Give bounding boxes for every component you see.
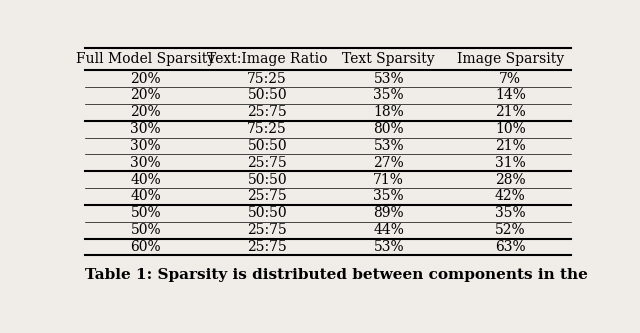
Text: 20%: 20%	[131, 89, 161, 103]
Text: 30%: 30%	[131, 139, 161, 153]
Text: 10%: 10%	[495, 122, 525, 136]
Text: 18%: 18%	[373, 105, 404, 119]
Text: 35%: 35%	[495, 206, 525, 220]
Text: 21%: 21%	[495, 105, 525, 119]
Text: 42%: 42%	[495, 189, 525, 203]
Text: 50:50: 50:50	[248, 206, 287, 220]
Text: 50:50: 50:50	[248, 172, 287, 186]
Text: 35%: 35%	[374, 89, 404, 103]
Text: 7%: 7%	[499, 72, 521, 86]
Text: 25:75: 25:75	[248, 189, 287, 203]
Text: 14%: 14%	[495, 89, 525, 103]
Text: 25:75: 25:75	[248, 223, 287, 237]
Text: 53%: 53%	[374, 240, 404, 254]
Text: 50:50: 50:50	[248, 139, 287, 153]
Text: Text:Image Ratio: Text:Image Ratio	[207, 52, 328, 66]
Text: 31%: 31%	[495, 156, 525, 170]
Text: Text Sparsity: Text Sparsity	[342, 52, 435, 66]
Text: 60%: 60%	[131, 240, 161, 254]
Text: 50%: 50%	[131, 223, 161, 237]
Text: 63%: 63%	[495, 240, 525, 254]
Text: 44%: 44%	[373, 223, 404, 237]
Text: 71%: 71%	[373, 172, 404, 186]
Text: 89%: 89%	[374, 206, 404, 220]
Text: Full Model Sparsity: Full Model Sparsity	[76, 52, 215, 66]
Text: 75:25: 75:25	[248, 72, 287, 86]
Text: 40%: 40%	[131, 172, 161, 186]
Text: 53%: 53%	[374, 72, 404, 86]
Text: 35%: 35%	[374, 189, 404, 203]
Text: 25:75: 25:75	[248, 156, 287, 170]
Text: 50:50: 50:50	[248, 89, 287, 103]
Text: 28%: 28%	[495, 172, 525, 186]
Text: 50%: 50%	[131, 206, 161, 220]
Text: 25:75: 25:75	[248, 105, 287, 119]
Text: 20%: 20%	[131, 105, 161, 119]
Text: 40%: 40%	[131, 189, 161, 203]
Text: 75:25: 75:25	[248, 122, 287, 136]
Text: 27%: 27%	[373, 156, 404, 170]
Text: 80%: 80%	[374, 122, 404, 136]
Text: 52%: 52%	[495, 223, 525, 237]
Text: Image Sparsity: Image Sparsity	[457, 52, 564, 66]
Text: 21%: 21%	[495, 139, 525, 153]
Text: Table 1: Sparsity is distributed between components in the: Table 1: Sparsity is distributed between…	[85, 268, 588, 282]
Text: 25:75: 25:75	[248, 240, 287, 254]
Text: 30%: 30%	[131, 156, 161, 170]
Text: 20%: 20%	[131, 72, 161, 86]
Text: 30%: 30%	[131, 122, 161, 136]
Text: 53%: 53%	[374, 139, 404, 153]
